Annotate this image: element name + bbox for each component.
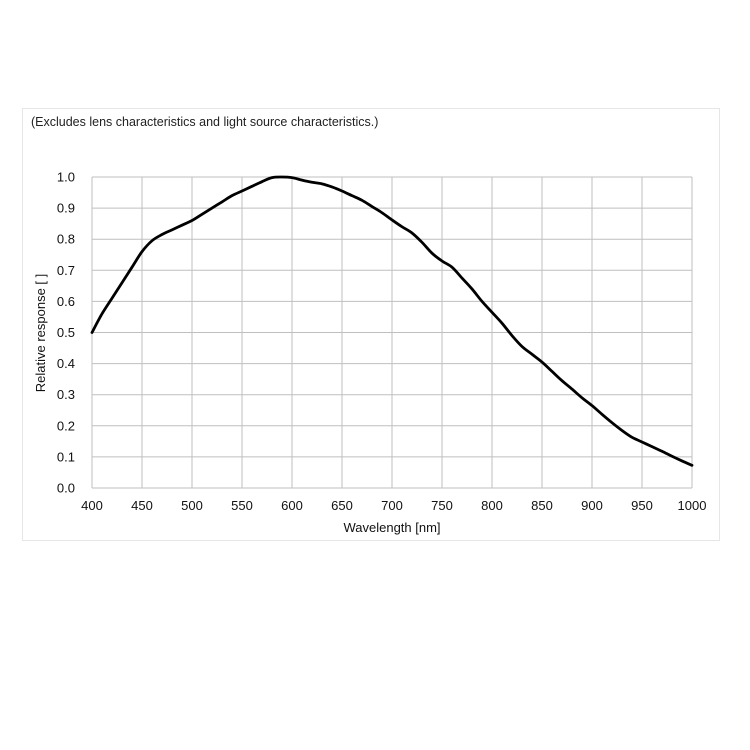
- grid: [91, 176, 693, 489]
- x-tick-label: 550: [231, 498, 253, 513]
- x-tick-label: 950: [631, 498, 653, 513]
- y-axis-title: Relative response [ ]: [33, 274, 48, 393]
- x-tick-label: 500: [181, 498, 203, 513]
- y-tick-labels: 0.0 0.1 0.2 0.3 0.4 0.5 0.6 0.7 0.8 0.9 1.0: [57, 170, 75, 496]
- y-tick-label: 0.7: [57, 263, 75, 278]
- x-tick-labels: 400 450 500 550 600 650 700 750 800 850 900 950 1000: [81, 498, 706, 513]
- x-tick-label: 750: [431, 498, 453, 513]
- y-tick-label: 0.2: [57, 418, 75, 433]
- figure-frame: [22, 108, 720, 541]
- y-tick-label: 1.0: [57, 170, 75, 185]
- relative-response-line: [90, 175, 694, 467]
- y-tick-label: 0.9: [57, 201, 75, 216]
- x-tick-label: 900: [581, 498, 603, 513]
- x-tick-label: 650: [331, 498, 353, 513]
- y-tick-label: 0.6: [57, 294, 75, 309]
- x-tick-label: 800: [481, 498, 503, 513]
- chart-note: (Excludes lens characteristics and light…: [31, 115, 379, 129]
- y-tick-label: 0.0: [57, 481, 75, 496]
- data-series: [90, 175, 694, 467]
- x-tick-label: 600: [281, 498, 303, 513]
- y-tick-label: 0.4: [57, 356, 75, 371]
- x-tick-label: 450: [131, 498, 153, 513]
- x-tick-label: 700: [381, 498, 403, 513]
- y-tick-label: 0.1: [57, 449, 75, 464]
- x-tick-label: 850: [531, 498, 553, 513]
- y-tick-label: 0.8: [57, 232, 75, 247]
- x-tick-label: 1000: [678, 498, 707, 513]
- x-axis-title: Wavelength [nm]: [343, 520, 440, 535]
- y-tick-label: 0.3: [57, 387, 75, 402]
- y-tick-label: 0.5: [57, 325, 75, 340]
- x-tick-label: 400: [81, 498, 103, 513]
